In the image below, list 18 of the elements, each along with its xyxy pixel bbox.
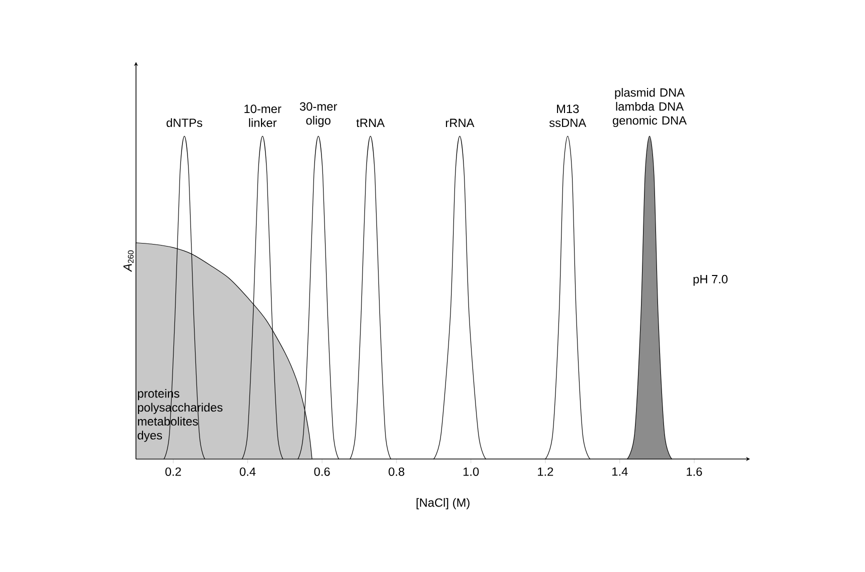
annotation: pH 7.0 [694, 274, 728, 286]
series-label: 30-mer oligo [300, 102, 338, 128]
x-tick-label: 1.2 [538, 467, 554, 476]
x-tick-label: 0.2 [165, 467, 181, 476]
y-axis-title: A$_{260}$ [123, 250, 134, 272]
x-tick-label: 1.4 [612, 467, 628, 476]
x-tick-label: 1.0 [464, 467, 479, 476]
x-tick-label: 0.4 [240, 467, 256, 476]
series-label: rRNA [446, 118, 474, 128]
series-label: 10-mer linker [244, 104, 282, 128]
series-label: dNTPs [166, 118, 202, 128]
x-axis-title: [NaCl] (M) [416, 498, 470, 510]
series-label: M13 ssDNA [549, 104, 586, 128]
x-tick-label: 0.8 [388, 467, 404, 476]
x-tick-label: 1.6 [686, 467, 702, 476]
x-tick-label: 0.6 [314, 467, 330, 476]
series-label: tRNA [356, 118, 385, 128]
text: plasmid DNA lambda DNA genomic DNA [612, 88, 687, 128]
